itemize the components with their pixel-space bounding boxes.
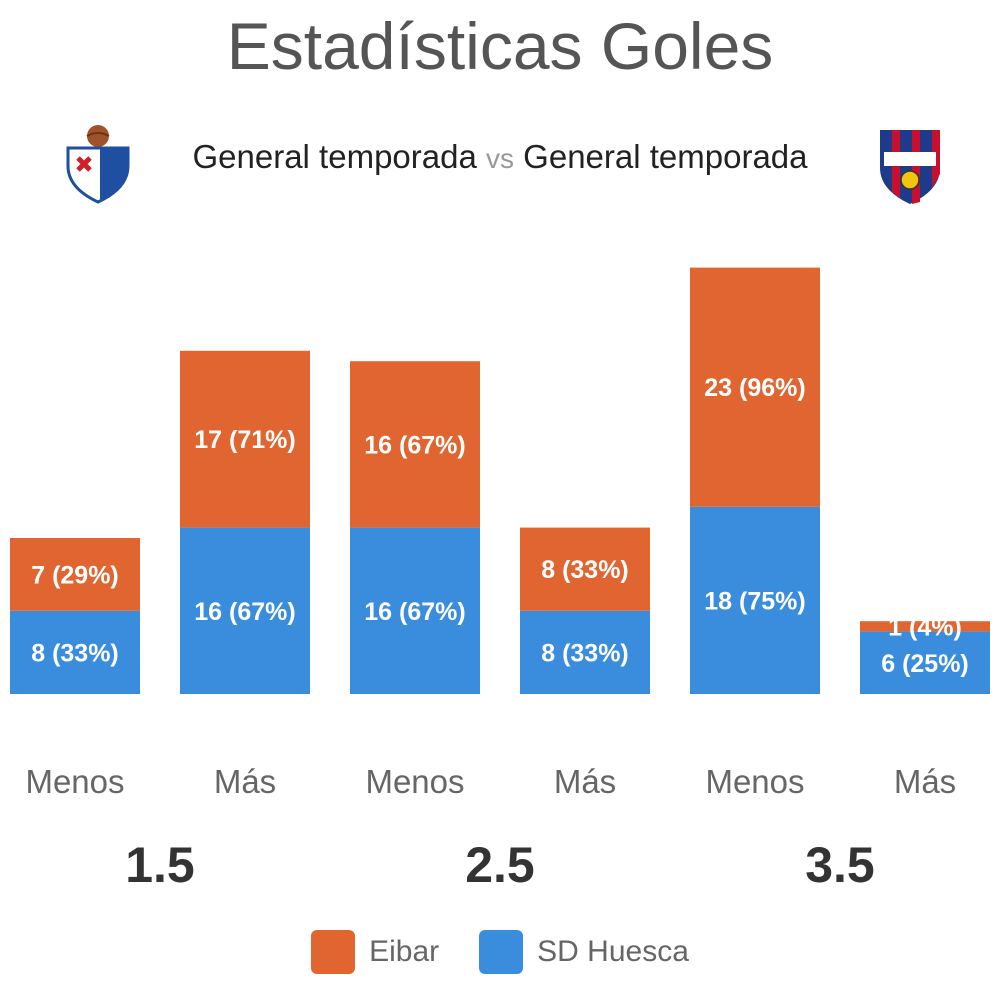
bar-eibar bbox=[350, 361, 480, 528]
huesca-crest-icon bbox=[870, 122, 950, 206]
category-label: Más bbox=[214, 763, 276, 800]
category-label: Más bbox=[894, 763, 956, 800]
bar-huesca bbox=[690, 506, 820, 694]
bar-label-eibar: 23 (96%) bbox=[704, 374, 805, 402]
bar-eibar bbox=[10, 538, 140, 611]
bar-eibar bbox=[690, 267, 820, 507]
bar-label-eibar: 1 (4%) bbox=[888, 613, 962, 641]
bar-label-eibar: 7 (29%) bbox=[31, 561, 119, 589]
bar-huesca bbox=[860, 631, 990, 694]
subtitle-right: General temporada bbox=[523, 138, 808, 175]
threshold-label: 2.5 bbox=[465, 837, 535, 893]
legend-swatch-eibar bbox=[311, 930, 356, 974]
bar-huesca bbox=[10, 610, 140, 694]
bar-eibar bbox=[520, 527, 650, 611]
bar-huesca bbox=[350, 527, 480, 694]
category-label: Más bbox=[554, 763, 616, 800]
legend-label-huesca: SD Huesca bbox=[537, 935, 689, 968]
bar-eibar bbox=[860, 621, 990, 632]
legend-item-huesca: SD Huesca bbox=[479, 930, 689, 974]
chart-title: Estadísticas Goles bbox=[226, 9, 774, 83]
category-label: Menos bbox=[25, 763, 124, 800]
bar-huesca bbox=[520, 610, 650, 694]
bar-label-huesca: 6 (25%) bbox=[881, 650, 969, 678]
legend: Eibar SD Huesca bbox=[0, 930, 1000, 974]
legend-label-eibar: Eibar bbox=[369, 935, 440, 968]
bar-label-huesca: 16 (67%) bbox=[194, 598, 295, 626]
category-label: Menos bbox=[365, 763, 464, 800]
category-label: Menos bbox=[705, 763, 804, 800]
threshold-label: 3.5 bbox=[805, 837, 875, 893]
bar-eibar bbox=[180, 350, 310, 528]
bar-huesca bbox=[180, 527, 310, 694]
bar-label-eibar: 17 (71%) bbox=[194, 426, 295, 454]
legend-swatch-huesca bbox=[479, 930, 524, 974]
bar-label-huesca: 8 (33%) bbox=[31, 639, 119, 667]
subtitle-vs: vs bbox=[486, 143, 514, 174]
eibar-crest-icon bbox=[58, 122, 138, 206]
bar-label-huesca: 18 (75%) bbox=[704, 587, 805, 615]
bar-label-huesca: 8 (33%) bbox=[541, 639, 629, 667]
bar-label-eibar: 8 (33%) bbox=[541, 556, 629, 584]
subtitle-left: General temporada bbox=[192, 138, 477, 175]
bar-chart: 8 (33%) 7 (29%) Menos 16 (67%) 17 (71%) Más 16… bbox=[10, 267, 990, 893]
bar-label-huesca: 16 (67%) bbox=[364, 598, 465, 626]
threshold-label: 1.5 bbox=[125, 837, 195, 893]
subtitle: General temporada vs General temporada bbox=[0, 138, 1000, 176]
legend-item-eibar: Eibar bbox=[311, 930, 439, 974]
bar-label-eibar: 16 (67%) bbox=[364, 431, 465, 459]
